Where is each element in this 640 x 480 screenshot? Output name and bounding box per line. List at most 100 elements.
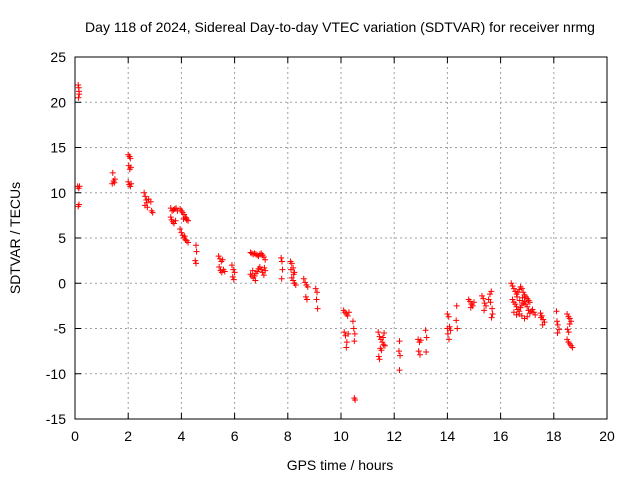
data-point (509, 296, 516, 303)
data-point (254, 252, 261, 259)
data-point (556, 326, 563, 333)
data-point (553, 318, 560, 325)
x-tick-label: 16 (493, 428, 509, 444)
data-point (529, 306, 536, 313)
data-points (74, 82, 576, 403)
data-point (261, 264, 268, 271)
data-point (313, 296, 320, 303)
data-point (566, 320, 573, 327)
data-point (147, 198, 154, 205)
data-point (290, 271, 297, 278)
data-point (524, 313, 531, 320)
data-point (530, 309, 537, 316)
data-point (288, 274, 295, 281)
data-point (467, 304, 474, 311)
data-point (415, 348, 422, 355)
data-point (351, 338, 358, 345)
x-tick-label: 4 (178, 428, 186, 444)
data-point (167, 214, 174, 221)
data-point (422, 327, 429, 334)
data-point (183, 215, 190, 222)
data-point (193, 260, 200, 267)
data-point (290, 277, 297, 284)
data-point (127, 183, 134, 190)
data-point (75, 201, 82, 208)
data-point (341, 329, 348, 336)
data-point (554, 330, 561, 337)
data-point (375, 329, 382, 336)
data-point (181, 233, 188, 240)
data-point (517, 304, 524, 311)
data-point (519, 294, 526, 301)
data-point (415, 336, 422, 343)
data-point (173, 205, 180, 212)
x-tick-label: 20 (599, 428, 615, 444)
data-point (396, 338, 403, 345)
data-point (467, 298, 474, 305)
data-point (350, 325, 357, 332)
data-point (381, 330, 388, 337)
data-point (395, 348, 402, 355)
data-point (287, 266, 294, 273)
y-tick-label: 10 (50, 185, 66, 201)
data-point (532, 311, 539, 318)
x-axis-label: GPS time / hours (287, 457, 394, 473)
data-point (444, 330, 451, 337)
data-point (453, 302, 460, 309)
data-point (312, 285, 319, 292)
y-tick-label: 0 (58, 275, 66, 291)
data-point (192, 257, 199, 264)
data-point (278, 254, 285, 261)
data-point (127, 155, 134, 162)
data-point (524, 303, 531, 310)
y-tick-label: -5 (54, 321, 67, 337)
data-point (215, 253, 222, 260)
data-point (128, 180, 135, 187)
data-point (518, 285, 525, 292)
data-point (127, 164, 134, 171)
data-point (345, 309, 352, 316)
data-point (539, 321, 546, 328)
data-point (554, 321, 561, 328)
data-point (144, 204, 151, 211)
data-point (303, 296, 310, 303)
data-point (488, 314, 495, 321)
data-point (180, 215, 187, 222)
data-point (444, 325, 451, 332)
data-point (216, 263, 223, 270)
data-point (75, 82, 82, 89)
data-point (537, 310, 544, 317)
data-point (76, 183, 83, 190)
data-point (221, 268, 228, 275)
data-point (482, 302, 489, 309)
data-point (142, 193, 149, 200)
data-point (193, 242, 200, 249)
data-point (379, 339, 386, 346)
x-tick-label: 0 (71, 428, 79, 444)
data-point (444, 311, 451, 318)
data-point (516, 297, 523, 304)
data-point (445, 336, 452, 343)
data-point (182, 236, 189, 243)
data-point (454, 325, 461, 332)
x-tick-label: 6 (231, 428, 239, 444)
y-tick-label: 25 (50, 49, 66, 65)
y-tick-label: 20 (50, 94, 66, 110)
data-point (288, 260, 295, 267)
data-point (343, 339, 350, 346)
data-point (376, 333, 383, 340)
data-point (538, 314, 545, 321)
data-point (343, 344, 350, 351)
data-point (445, 313, 452, 320)
data-point (521, 298, 528, 305)
data-point (447, 327, 454, 334)
data-point (514, 289, 521, 296)
data-point (262, 267, 269, 274)
data-point (481, 300, 488, 307)
data-point (525, 307, 532, 314)
x-tick-label: 12 (386, 428, 402, 444)
data-point (249, 267, 256, 274)
data-point (417, 351, 424, 358)
data-point (262, 256, 269, 263)
